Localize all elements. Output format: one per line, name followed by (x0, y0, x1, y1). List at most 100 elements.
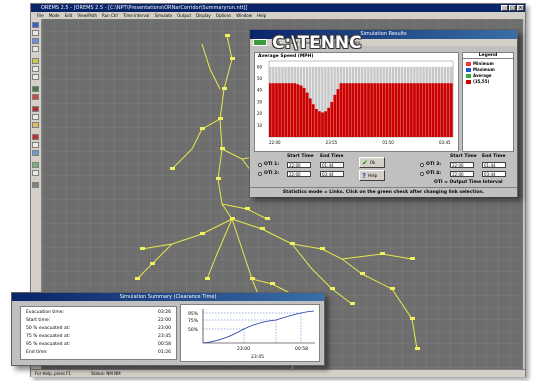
oti1-start-field[interactable]: 22:00 (287, 162, 311, 168)
legend-panel: Legend Minimum Maximum Average (35,55) (462, 52, 514, 152)
clearance-chart: 95% 75% 50% 23:00 23:45 00:58 (188, 309, 315, 360)
zoom-in-icon[interactable] (32, 66, 39, 72)
legend-label-average: Average (473, 73, 492, 78)
summary-row-75-percent: 75 % evacuated at: 23:45 (26, 334, 171, 339)
row-label: 50 % evacuated at: (26, 326, 70, 331)
main-title-text: OREMS 2.5 - [OREMS 2.5 - [C:\NPT\Present… (41, 5, 248, 11)
summary-table: Evacuation time: 03:26 Start time: 22:00 5… (20, 306, 177, 360)
oti2-radio[interactable] (258, 172, 262, 176)
row-value: 22:00 (158, 318, 171, 323)
gray-bar (318, 66, 321, 137)
red-bar (431, 83, 435, 137)
tree-tool-icon[interactable] (32, 162, 39, 168)
oti4-end-field[interactable]: 03:44 (482, 171, 506, 177)
oti4-radio[interactable] (420, 172, 424, 176)
check-icon[interactable] (253, 39, 267, 46)
menu-help[interactable]: Help (257, 13, 267, 18)
menu-time-interval[interactable]: Time Interval (123, 13, 150, 18)
menu-view-path[interactable]: View/Path (77, 13, 97, 18)
row-value: 03:26 (158, 310, 171, 315)
status-mode-text: Status: NM NM (91, 371, 121, 376)
summary-row-95-percent: 95 % evacuated at: 00:58 (26, 342, 171, 347)
oti2-end-field[interactable]: 03:44 (320, 171, 344, 177)
erase-tool-icon[interactable] (32, 182, 39, 188)
link-tool-icon[interactable] (32, 46, 39, 52)
legend-item-maximum: Maximum (466, 67, 495, 72)
red-bar (416, 83, 419, 137)
y-tick-label: 50 (257, 76, 263, 81)
menu-simulate[interactable]: Simulate (154, 13, 173, 18)
results-menu-options[interactable]: Options (345, 40, 361, 45)
red-bar (449, 83, 453, 137)
red-bar (428, 83, 432, 137)
menu-file[interactable]: File (37, 13, 44, 18)
red-bar (357, 83, 361, 137)
red-bar (437, 83, 441, 137)
menu-window[interactable]: Window (236, 13, 253, 18)
sign-tool-icon[interactable] (32, 114, 39, 120)
zone-tool-icon[interactable] (32, 58, 39, 64)
row-label: 95 % evacuated at: (26, 342, 70, 347)
clearance-curve (202, 310, 315, 344)
red-bar (275, 83, 278, 137)
results-menu-display[interactable]: Display (322, 40, 338, 45)
menu-display[interactable]: Display (196, 13, 211, 18)
y-tick-label: 40 (257, 88, 263, 93)
red-bar (394, 83, 398, 137)
oti3-radio[interactable] (420, 163, 424, 167)
zoom-out-icon[interactable] (32, 74, 39, 80)
table-tool-icon[interactable] (32, 170, 39, 176)
y-label-95: 95% (188, 311, 199, 317)
oti3-start-field[interactable]: 22:00 (450, 162, 474, 168)
legend-label-range: (35,55) (473, 79, 490, 84)
speed-chart-panel: Average Speed (MPH) 60 50 40 30 20 10 22:00 23:… (254, 52, 459, 152)
pointer-tool-icon[interactable] (32, 30, 39, 36)
oti1-radio[interactable] (258, 163, 262, 167)
menu-run-ctrl[interactable]: Run Ctrl (102, 13, 119, 18)
maximize-button[interactable]: □ (509, 5, 516, 11)
red-bar (345, 83, 349, 137)
status-bar: For Help, press F1 Status: NM NM (31, 369, 525, 377)
menu-options[interactable]: Options (215, 13, 232, 18)
red-bar (290, 83, 294, 137)
grid-tool-icon[interactable] (32, 142, 39, 148)
vehicle-tool-icon[interactable] (32, 106, 39, 112)
legend-swatch-maximum (466, 67, 471, 72)
menu-output[interactable]: Output (177, 13, 192, 18)
end-time-label-right: End Time (482, 154, 506, 159)
red-bar (385, 83, 389, 137)
y-tick-label: 10 (257, 123, 263, 128)
menu-edit[interactable]: Edit (64, 13, 73, 18)
minimize-button[interactable]: _ (501, 5, 508, 11)
node-tool-icon[interactable] (32, 38, 39, 44)
oti4-start-field[interactable]: 22:00 (450, 171, 474, 177)
help-button[interactable]: ? Help (359, 170, 385, 181)
oti3-label: OTI 3: (426, 162, 442, 167)
oti1-end-field[interactable]: 01:44 (320, 162, 344, 168)
shelter-tool-icon[interactable] (32, 122, 39, 128)
oti3-end-field[interactable]: 01:44 (482, 162, 506, 168)
menu-mode[interactable]: Mode (48, 13, 60, 18)
red-bar (370, 83, 373, 137)
close-button[interactable]: × (517, 5, 524, 11)
red-bar (284, 83, 288, 137)
road-network (136, 35, 418, 370)
main-title-bar: OREMS 2.5 - [OREMS 2.5 - [C:\NPT\Present… (31, 4, 525, 12)
ok-button[interactable]: ✔ Ok (359, 157, 385, 168)
row-value: 01:26 (158, 350, 171, 355)
gray-bar (327, 66, 330, 137)
stop-tool-icon[interactable] (32, 134, 39, 140)
oti2-start-field[interactable]: 22:00 (287, 171, 311, 177)
x-tick-label: 01:50 (382, 140, 394, 145)
flag-tool-icon[interactable] (32, 94, 39, 100)
select-tool-icon[interactable] (32, 22, 39, 28)
legend-swatch-minimum (466, 61, 471, 66)
ok-label: Ok (369, 160, 376, 165)
results-menu-link[interactable]: Link (272, 40, 281, 45)
simulation-results-window: Simulation Results Link Color Results Di… (249, 29, 518, 197)
chart-tool-icon[interactable] (32, 150, 39, 156)
status-help-text: For Help, press F1 (35, 371, 72, 376)
map-tool-icon[interactable] (32, 86, 39, 92)
results-title-bar: Simulation Results (250, 30, 517, 39)
results-menu-color[interactable]: Color Results (288, 40, 315, 45)
